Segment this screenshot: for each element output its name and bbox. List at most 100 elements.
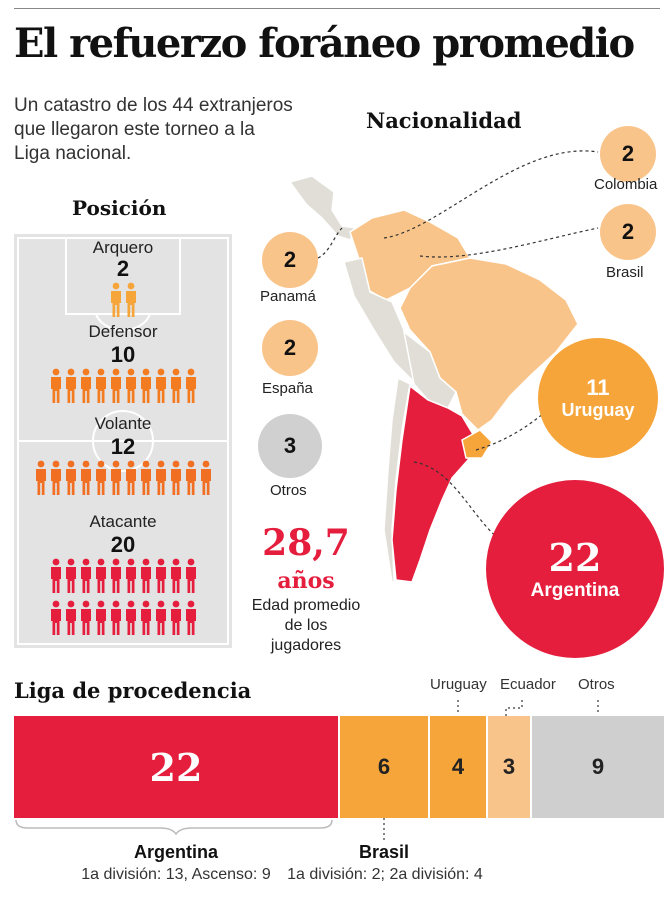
subtitle: Un catastro de los 44 extranjeros que ll…	[14, 94, 334, 166]
position-label-defensor: Defensor	[88, 322, 158, 341]
player-icon	[170, 460, 181, 495]
player-icon	[35, 460, 46, 495]
player-icon	[185, 368, 196, 403]
player-icon	[125, 460, 136, 495]
player-row-atacante	[14, 558, 232, 594]
section-title-nacionalidad: Nacionalidad	[366, 108, 522, 133]
bubble-argentina: 22 Argentina	[486, 480, 664, 658]
label-panama: Panamá	[260, 288, 316, 305]
player-icon	[95, 460, 106, 495]
average-age-value: 28,7	[262, 522, 350, 564]
player-icon	[95, 368, 106, 403]
label-colombia: Colombia	[594, 176, 658, 193]
leader-brasil	[419, 227, 599, 258]
bottom-label-argentina: Argentina	[133, 842, 218, 862]
bottom-label-brasil: Brasil	[358, 842, 410, 862]
player-icon	[50, 558, 61, 593]
bar-label-uruguay: Uruguay	[430, 676, 487, 693]
player-icon	[65, 600, 76, 635]
map-argentina	[391, 384, 475, 583]
player-icon	[80, 600, 91, 635]
bubble-panama: 2	[262, 232, 318, 288]
label-otros: Otros	[270, 482, 307, 499]
position-label-volante: Volante	[94, 414, 152, 433]
average-age-description: Edad promedio de los jugadores	[236, 596, 376, 656]
position-count-defensor: 10	[110, 342, 136, 367]
player-icon	[125, 368, 136, 403]
player-icon	[140, 600, 151, 635]
position-count-arquero: 2	[116, 256, 130, 281]
bottom-brackets	[15, 818, 385, 842]
player-icon	[95, 558, 106, 593]
bubble-espana: 2	[262, 320, 318, 376]
player-icon	[155, 600, 166, 635]
player-icon	[50, 600, 61, 635]
map-uruguay	[461, 429, 493, 459]
age-desc-line: de los	[284, 617, 328, 634]
average-age-unit: años	[277, 568, 335, 594]
subtitle-line: que llegaron este torneo a la	[14, 119, 255, 140]
south-america-map	[288, 150, 599, 583]
player-icon	[95, 600, 106, 635]
player-icon	[110, 282, 121, 317]
player-icon	[170, 368, 181, 403]
bar-label-otros: Otros	[578, 676, 615, 693]
leader-panama	[317, 227, 343, 259]
player-icon	[65, 558, 76, 593]
player-icon	[65, 368, 76, 403]
player-icon	[125, 282, 136, 317]
bar-label-leaders	[457, 700, 599, 716]
bar-segment-ecuador: 3	[488, 716, 530, 818]
bar-label-ecuador: Ecuador	[500, 676, 556, 693]
player-icon	[50, 368, 61, 403]
map-central-america	[288, 175, 358, 241]
player-icon	[110, 558, 121, 593]
player-row-volante	[14, 460, 232, 496]
player-icon	[80, 558, 91, 593]
player-icon	[80, 460, 91, 495]
bubble-brasil: 2	[600, 204, 656, 260]
subtitle-line: Un catastro de los 44 extranjeros	[14, 95, 293, 116]
player-row-arquero	[14, 282, 232, 318]
bubble-uruguay-label: Uruguay	[561, 399, 635, 420]
position-count-atacante: 20	[110, 532, 136, 557]
player-icon	[140, 368, 151, 403]
soccer-field	[14, 234, 232, 648]
bubble-uruguay-value: 11	[586, 374, 610, 400]
position-label-atacante: Atacante	[89, 512, 157, 531]
bar-segment-uruguay: 4	[430, 716, 486, 818]
bar-segment-brasil: 6	[340, 716, 428, 818]
section-title-posicion: Posición	[72, 196, 167, 220]
bubble-argentina-value: 22	[548, 535, 602, 580]
position-count-volante: 12	[110, 434, 136, 459]
player-icon	[125, 600, 136, 635]
player-icon	[110, 600, 121, 635]
age-desc-line: jugadores	[270, 637, 342, 654]
player-icon	[125, 558, 136, 593]
player-row-defensor	[14, 368, 232, 404]
bottom-note-brasil: 1a división: 2; 2a división: 4	[287, 866, 483, 883]
bar-segment-argentina: 22	[14, 716, 338, 818]
player-icon	[185, 558, 196, 593]
leader-colombia	[383, 150, 599, 239]
bubble-uruguay: 11 Uruguay	[538, 338, 658, 458]
player-icon	[170, 600, 181, 635]
player-icon	[65, 460, 76, 495]
player-icon	[200, 460, 211, 495]
player-icon	[155, 368, 166, 403]
player-icon	[110, 368, 121, 403]
player-icon	[140, 460, 151, 495]
map-bolivia	[402, 330, 457, 409]
label-espana: España	[262, 380, 313, 397]
age-desc-line: Edad promedio	[251, 597, 361, 614]
player-icon	[80, 368, 91, 403]
player-row-atacante	[14, 600, 232, 636]
field-lines	[17, 237, 229, 645]
player-icon	[110, 460, 121, 495]
bottom-note-argentina: 1a división: 13, Ascenso: 9	[81, 866, 271, 883]
player-icon	[185, 600, 196, 635]
player-icon	[50, 460, 61, 495]
bubble-otros: 3	[258, 414, 322, 478]
page-title: El refuerzo foráneo promedio	[14, 20, 635, 67]
position-label-arquero: Arquero	[92, 238, 154, 257]
